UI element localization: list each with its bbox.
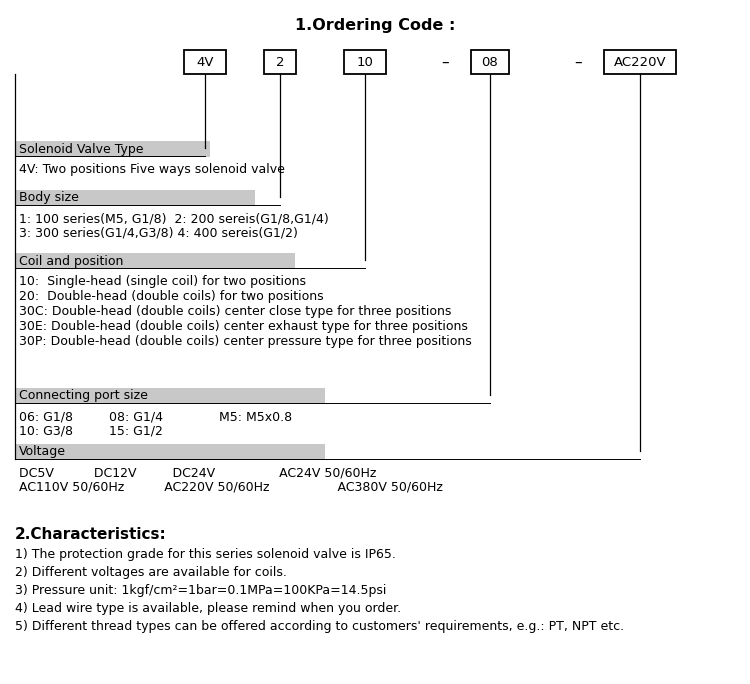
Text: 20:  Double-head (double coils) for two positions: 20: Double-head (double coils) for two p…	[19, 290, 324, 303]
Bar	[15, 190, 255, 206]
Text: AC110V 50/60Hz          AC220V 50/60Hz                 AC380V 50/60Hz: AC110V 50/60Hz AC220V 50/60Hz AC380V 50/…	[19, 481, 442, 494]
Text: –: –	[441, 55, 448, 70]
Text: 2.Characteristics:: 2.Characteristics:	[15, 527, 166, 542]
Text: 5) Different thread types can be offered according to customers' requirements, e: 5) Different thread types can be offered…	[15, 620, 624, 633]
Text: 4V: Two positions Five ways solenoid valve: 4V: Two positions Five ways solenoid val…	[19, 163, 285, 176]
Text: 3: 300 series(G1/4,G3/8) 4: 400 sereis(G1/2): 3: 300 series(G1/4,G3/8) 4: 400 sereis(G…	[19, 227, 298, 240]
Bar	[15, 141, 210, 157]
Text: 1: 100 series(M5, G1/8)  2: 200 sereis(G1/8,G1/4): 1: 100 series(M5, G1/8) 2: 200 sereis(G1…	[19, 212, 328, 225]
Text: 2: 2	[276, 55, 284, 68]
Text: 30C: Double-head (double coils) center close type for three positions: 30C: Double-head (double coils) center c…	[19, 305, 451, 318]
Text: 2) Different voltages are available for coils.: 2) Different voltages are available for …	[15, 566, 286, 579]
Text: 08: 08	[482, 55, 498, 68]
Text: 4V: 4V	[196, 55, 214, 68]
Bar	[604, 50, 676, 74]
Text: 10: G3/8         15: G1/2: 10: G3/8 15: G1/2	[19, 425, 163, 438]
Text: –: –	[574, 55, 582, 70]
Bar	[15, 388, 325, 404]
Text: 1) The protection grade for this series solenoid valve is IP65.: 1) The protection grade for this series …	[15, 548, 396, 561]
Text: 3) Pressure unit: 1kgf/cm²=1bar=0.1MPa=100KPa=14.5psi: 3) Pressure unit: 1kgf/cm²=1bar=0.1MPa=1…	[15, 584, 386, 597]
Bar	[15, 444, 325, 460]
Text: 30E: Double-head (double coils) center exhaust type for three positions: 30E: Double-head (double coils) center e…	[19, 320, 468, 333]
Text: Voltage: Voltage	[19, 445, 66, 458]
Text: Connecting port size: Connecting port size	[19, 389, 148, 402]
Text: AC220V: AC220V	[614, 55, 666, 68]
Text: 1.Ordering Code :: 1.Ordering Code :	[295, 18, 455, 33]
Text: 30P: Double-head (double coils) center pressure type for three positions: 30P: Double-head (double coils) center p…	[19, 335, 472, 348]
Text: 10: 10	[356, 55, 374, 68]
Text: 4) Lead wire type is available, please remind when you order.: 4) Lead wire type is available, please r…	[15, 602, 401, 615]
Text: Coil and position: Coil and position	[19, 254, 123, 267]
Text: DC5V          DC12V         DC24V                AC24V 50/60Hz: DC5V DC12V DC24V AC24V 50/60Hz	[19, 466, 376, 479]
Text: Solenoid Valve Type: Solenoid Valve Type	[19, 142, 143, 155]
Bar	[264, 50, 296, 74]
Bar	[15, 253, 295, 269]
Bar	[184, 50, 226, 74]
Bar	[471, 50, 509, 74]
Text: Body size: Body size	[19, 192, 79, 205]
Text: 10:  Single-head (single coil) for two positions: 10: Single-head (single coil) for two po…	[19, 275, 306, 288]
Text: 06: G1/8         08: G1/4              M5: M5x0.8: 06: G1/8 08: G1/4 M5: M5x0.8	[19, 410, 292, 423]
Bar	[344, 50, 386, 74]
